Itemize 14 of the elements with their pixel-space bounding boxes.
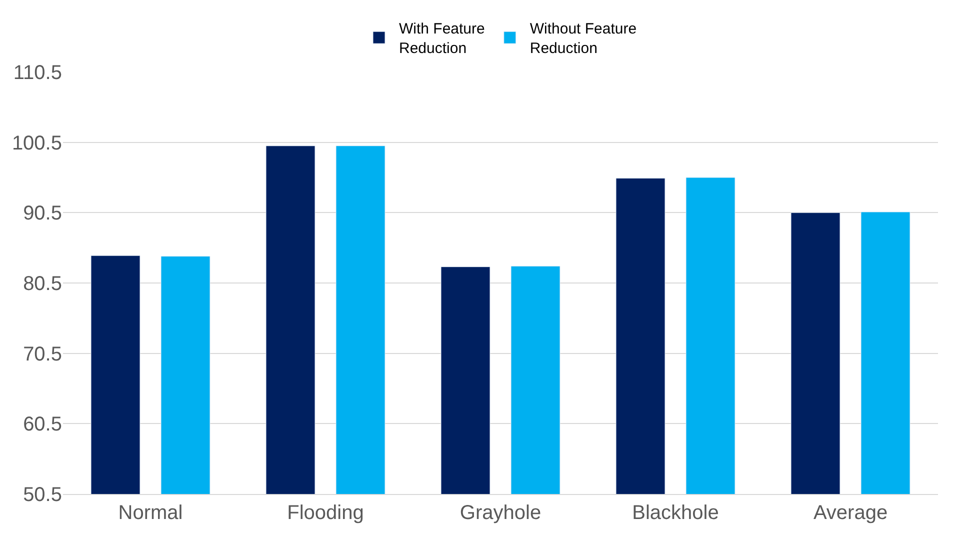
y-tick-label: 70.5 [23, 343, 62, 366]
y-tick-label: 110.5 [13, 62, 62, 84]
x-tick-label: Blackhole [632, 502, 719, 524]
x-tick-label: Normal [118, 502, 183, 524]
legend-label: With Feature Reduction [399, 20, 485, 58]
y-tick-label: 100.5 [12, 132, 62, 154]
x-tick-label: Average [813, 502, 888, 524]
y-tick-label: 60.5 [23, 414, 62, 436]
y-tick-label: 50.5 [23, 484, 62, 506]
x-tick-label: Flooding [287, 502, 364, 524]
x-tick-label: Grayhole [460, 502, 542, 524]
y-tick-label: 90.5 [23, 202, 62, 225]
y-tick-label: 80.5 [23, 273, 62, 295]
legend-label: Without Feature Reduction [530, 20, 637, 58]
